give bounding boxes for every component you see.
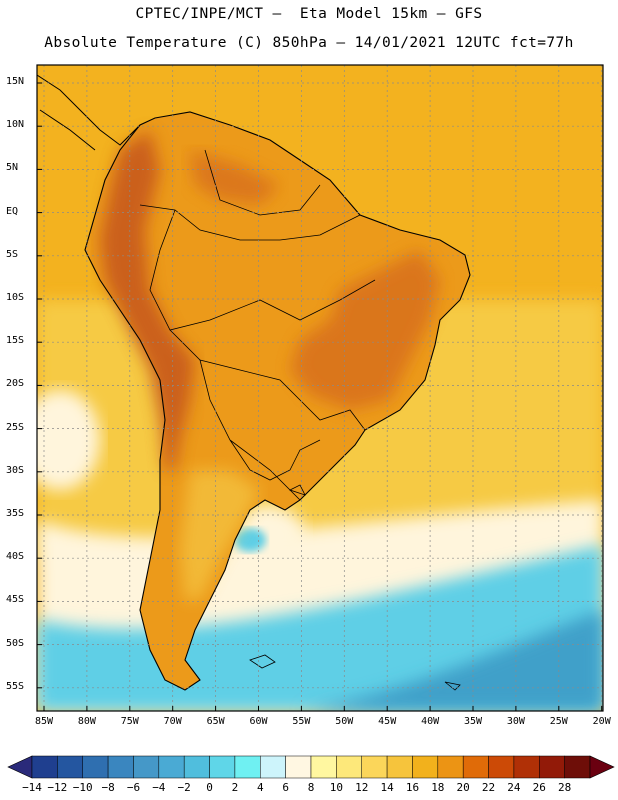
colorbar-swatch [310,755,337,779]
lat-label: 30S [6,464,25,476]
colorbar-right-arrow [589,755,615,779]
lon-label: 55W [292,716,311,727]
colorbar-label: 4 [256,781,264,794]
colorbar-label: 20 [456,781,470,794]
lat-label: 35S [6,508,25,519]
colorbar-label: 8 [307,781,315,794]
lon-label: 75W [120,716,139,727]
colorbar-label: 24 [507,781,521,794]
lat-label: 10N [6,119,25,131]
colorbar-swatch [361,755,388,779]
lat-lon-grid [37,65,603,711]
lon-label: 40W [421,716,440,727]
lon-label: 20W [592,716,611,727]
colorbar-label: −8 [101,781,115,794]
colorbar-label: 28 [558,781,572,794]
lat-label: 15N [6,76,25,87]
colorbar-swatch [488,755,515,779]
field-andes-hot [100,130,195,470]
colorbar-swatch [158,755,185,779]
lat-label: 5N [6,162,19,174]
lat-label: 5S [6,248,19,260]
lat-label: 25S [6,421,25,433]
colorbar-swatch [57,755,83,779]
lon-label: 60W [249,716,268,727]
field-pacific-pale [37,390,100,490]
colorbar-swatch [260,755,286,779]
colorbar-label: −10 [72,781,93,794]
colorbar-label: 18 [431,781,445,794]
lon-label: 50W [335,716,354,727]
country-borders [139,149,376,501]
colorbar-swatch [437,755,464,779]
colorbar-label: 22 [481,781,496,794]
lat-label: 50S [6,637,25,649]
lat-label: 20S [6,378,25,390]
colorbar-label: −14 [22,781,42,794]
colorbar-swatch [234,755,261,779]
lon-label: 65W [206,716,225,727]
colorbar-left-arrow [7,755,33,779]
colorbar-swatch [183,755,210,779]
lon-label: 85W [34,716,54,727]
colorbar-label: 12 [355,781,369,794]
field-brazil-hot [290,250,440,410]
colorbar-swatch [209,755,236,779]
colorbar [7,755,615,779]
lon-label: 25W [549,716,568,727]
title-line-2: Absolute Temperature (C) 850hPa – 14/01/… [44,35,574,51]
temperature-field [37,65,603,711]
colorbar-label: 14 [380,781,394,794]
colorbar-swatch [336,755,362,779]
colorbar-label: −2 [177,781,191,794]
lon-label: 35W [463,716,483,727]
colorbar-swatch [82,755,109,779]
colorbar-label: 16 [405,781,420,794]
field-argentina-warm [180,470,260,600]
colorbar-label: 0 [206,781,213,794]
colorbar-swatch [412,755,439,779]
colorbar-swatch [513,755,540,779]
colorbar-label: −4 [152,781,166,794]
colorbar-swatch [539,755,565,779]
central-america-coast [37,74,141,151]
colorbar-swatch [462,755,489,779]
colorbar-swatch [133,755,160,779]
colorbar-swatch [31,755,58,779]
lat-label: 15S [6,335,25,347]
lat-label: 40S [6,551,25,563]
lat-label: 45S [6,594,25,606]
lon-label: 30W [506,716,525,727]
lat-label: 55S [6,680,25,692]
colorbar-label: −6 [126,781,141,794]
colorbar-swatch [564,755,591,779]
colorbar-swatch [386,755,413,779]
colorbar-label: 6 [282,781,289,794]
field-deep-band [300,610,603,711]
colorbar-label: 10 [329,781,343,794]
lat-label: 10S [6,292,25,303]
colorbar-swatch [285,755,312,779]
lat-label: EQ [6,205,19,217]
colorbar-label: 2 [231,781,239,794]
colorbar-swatch [107,755,134,779]
lon-label: 70W [163,716,182,727]
coastline [84,111,471,691]
lon-label: 45W [378,716,397,727]
axis-ticks [37,82,603,711]
title-line-1: CPTEC/INPE/MCT – Eta Model 15km – GFS [135,6,483,22]
colorbar-label: 26 [532,781,546,794]
field-uruguay-cyan [234,528,266,552]
colorbar-label: −12 [47,781,68,794]
lon-label: 80W [77,716,96,727]
map-frame [36,64,604,712]
field-venezuela-hot [190,150,280,205]
